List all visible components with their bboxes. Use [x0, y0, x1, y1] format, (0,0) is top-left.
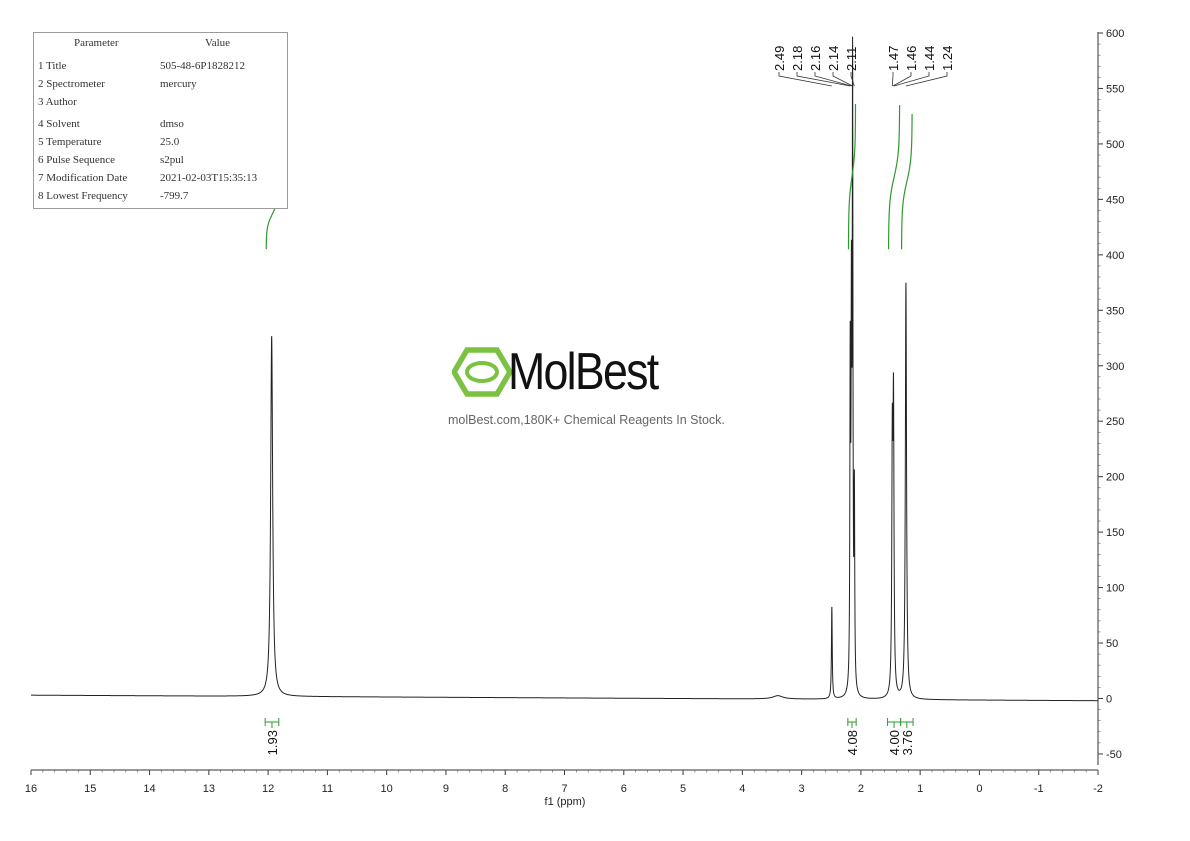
peak-label: 1.47: [886, 46, 901, 71]
y-tick-label: 0: [1106, 694, 1112, 706]
x-tick-label: 9: [443, 783, 449, 795]
peak-label-leader: [893, 72, 930, 87]
peak-label: 2.49: [772, 46, 787, 71]
x-tick-label: 6: [621, 783, 627, 795]
integral-value: 1.93: [265, 730, 280, 755]
param-label: 5 Temperature: [38, 136, 102, 148]
x-tick-label: 12: [262, 783, 274, 795]
peak-label-leader: [850, 72, 855, 87]
spectrum-trace: [31, 36, 1098, 702]
integral-value: 4.00: [887, 730, 902, 755]
param-label: 2 Spectrometer: [38, 78, 105, 90]
param-value: 25.0: [160, 136, 180, 148]
param-value: -799.7: [160, 190, 189, 202]
integral-curve: [887, 105, 901, 250]
x-tick-label: 3: [799, 783, 805, 795]
value-header: Value: [205, 37, 231, 49]
brand-name: MolBest: [508, 343, 659, 401]
param-value: 505-48-6P1828212: [160, 60, 245, 72]
molbest-watermark: MolBest molBest.com,180K+ Chemical Reage…: [440, 340, 750, 440]
peak-label: 1.44: [922, 46, 937, 71]
y-tick-label: 200: [1106, 472, 1124, 484]
x-tick-label: 15: [84, 783, 96, 795]
y-tick-label: 100: [1106, 583, 1124, 595]
integral-layer: 1.93 4.08 4.003.76: [264, 103, 915, 755]
param-label: 3 Author: [38, 96, 77, 108]
spectrum-layer: [31, 36, 1098, 702]
peak-label-leader: [814, 72, 852, 87]
x-tick-label: -2: [1093, 783, 1103, 795]
brand-tagline: molBest.com,180K+ Chemical Reagents In S…: [448, 413, 725, 427]
x-axis: f1 (ppm) 16 15 14 13 12 11 10 9 8 7 6 5 4 3 2 1 0 -1 -2: [25, 769, 1103, 808]
x-tick-label: 16: [25, 783, 37, 795]
x-tick-label: 0: [976, 783, 982, 795]
peak-label-leader: [891, 72, 894, 87]
x-tick-label: 5: [680, 783, 686, 795]
x-tick-label: 1: [917, 783, 923, 795]
param-header: Parameter: [74, 37, 119, 49]
x-tick-label: 8: [502, 783, 508, 795]
x-tick-label: 4: [739, 783, 745, 795]
peak-label-leader: [892, 72, 912, 87]
x-tick-label: 11: [322, 783, 333, 795]
peak-label-leader: [796, 72, 851, 87]
param-label: 6 Pulse Sequence: [38, 154, 115, 166]
peak-label: 2.16: [808, 46, 823, 71]
param-label: 1 Title: [38, 60, 67, 72]
y-tick-label: -50: [1106, 749, 1122, 761]
integral-curve: [900, 113, 913, 250]
peak-label-leader: [905, 72, 948, 87]
peak-label-leader: [832, 72, 853, 87]
y-tick-label: 550: [1106, 83, 1124, 95]
peak-label: 2.11: [844, 47, 859, 71]
x-tick-label: -1: [1034, 783, 1044, 795]
x-tick-label: 2: [858, 783, 864, 795]
x-axis-title: f1 (ppm): [545, 796, 586, 808]
peak-label: 1.46: [904, 46, 919, 71]
param-value: 2021-02-03T15:35:13: [160, 172, 258, 184]
y-tick-label: 300: [1106, 361, 1124, 373]
param-value: mercury: [160, 78, 197, 90]
param-label: 8 Lowest Frequency: [38, 190, 128, 202]
param-value: dmso: [160, 118, 184, 130]
peak-label: 2.14: [826, 46, 841, 71]
peak-label: 1.24: [940, 46, 955, 71]
x-tick-label: 13: [203, 783, 215, 795]
x-tick-label: 7: [561, 783, 567, 795]
y-tick-label: 400: [1106, 250, 1124, 262]
peak-label-leader: [778, 72, 832, 87]
molbest-logo-icon: [452, 347, 512, 397]
peak-label: 2.18: [790, 46, 805, 71]
param-value: s2pul: [160, 154, 184, 166]
y-tick-label: 450: [1106, 194, 1124, 206]
x-tick-label: 14: [143, 783, 155, 795]
y-tick-label: 50: [1106, 638, 1118, 650]
y-tick-label: 500: [1106, 139, 1124, 151]
y-tick-label: 250: [1106, 416, 1124, 428]
parameter-table: Parameter Value 1 Title 505-48-6P1828212 2…: [33, 32, 288, 209]
param-label: 4 Solvent: [38, 118, 80, 130]
param-label: 7 Modification Date: [38, 172, 128, 184]
integral-value: 3.76: [900, 730, 915, 755]
integral-value: 4.08: [845, 730, 860, 755]
y-tick-label: 600: [1106, 28, 1124, 40]
y-tick-label: 150: [1106, 527, 1124, 539]
peak-labels-layer: 11.942.492.182.162.142.111.471.461.441.2…: [264, 36, 955, 88]
y-tick-label: 350: [1106, 305, 1124, 317]
integral-curve: [847, 103, 857, 250]
x-tick-label: 10: [381, 783, 393, 795]
